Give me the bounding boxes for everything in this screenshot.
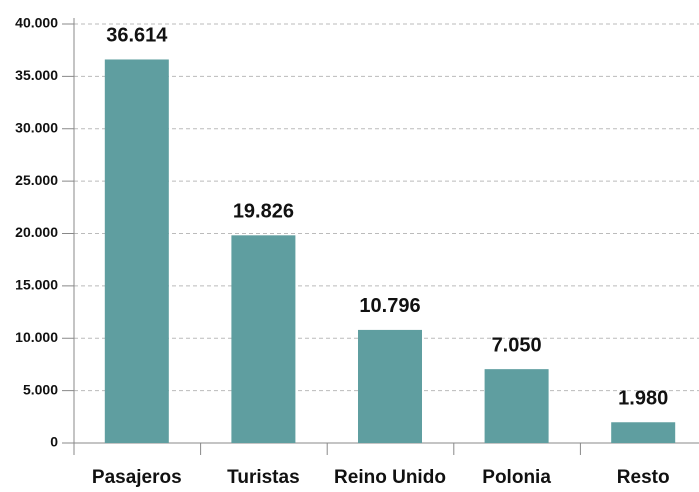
y-tick-label: 25.000 — [15, 172, 58, 188]
bar — [104, 59, 169, 443]
y-tick-label: 10.000 — [15, 329, 58, 345]
x-tick-label: Pasajeros — [92, 467, 182, 488]
bar — [484, 369, 549, 443]
value-label: 36.614 — [106, 25, 168, 47]
x-tick-label: Turistas — [227, 467, 300, 488]
y-tick-label: 0 — [50, 434, 58, 450]
y-tick-label: 35.000 — [15, 67, 58, 83]
y-tick-label: 30.000 — [15, 119, 58, 135]
x-tick-label: Polonia — [482, 467, 551, 488]
bar — [358, 329, 422, 443]
x-tick-label: Reino Unido — [334, 467, 446, 488]
y-tick-label: 40.000 — [15, 15, 58, 31]
y-tick-label: 15.000 — [15, 277, 58, 293]
value-label: 10.796 — [359, 295, 420, 317]
value-label: 1.980 — [618, 388, 668, 410]
x-tick-label: Resto — [617, 467, 670, 488]
y-tick-label: 20.000 — [15, 224, 58, 240]
bar — [231, 235, 296, 443]
value-label: 7.050 — [492, 334, 542, 356]
bar — [611, 422, 676, 443]
y-tick-label: 5.000 — [23, 381, 58, 397]
value-label: 19.826 — [233, 201, 294, 223]
